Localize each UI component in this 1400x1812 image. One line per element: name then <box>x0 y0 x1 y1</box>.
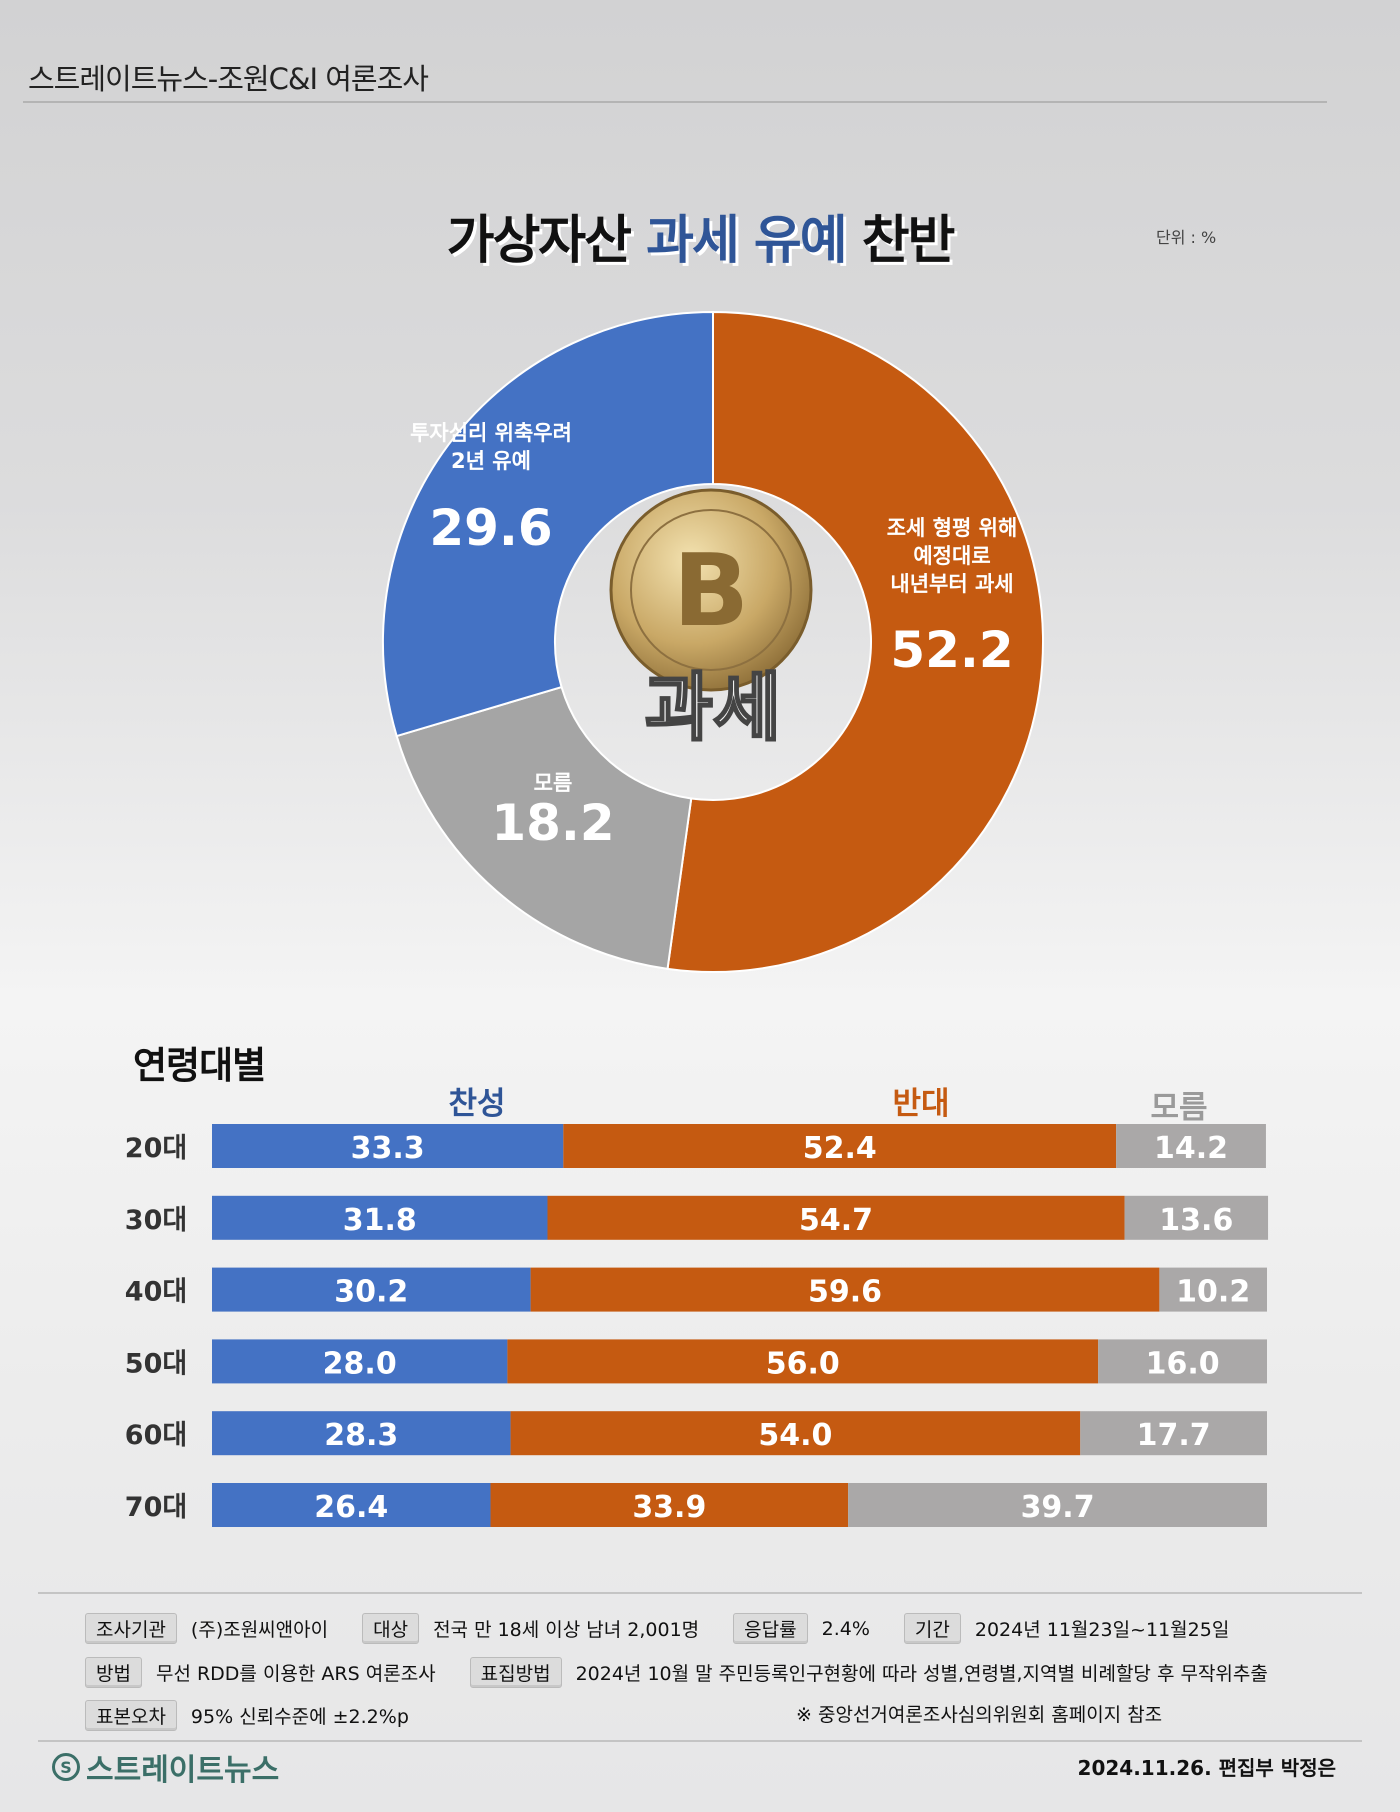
legend-oppose: 반대 <box>892 1086 950 1122</box>
legend-unknown: 모름 <box>1150 1090 1208 1126</box>
bar-value-label: 54.0 <box>758 1418 832 1453</box>
bar-segment <box>1098 1339 1267 1384</box>
footer-divider-top <box>38 1592 1362 1594</box>
bar-segment <box>1116 1124 1266 1168</box>
bar-value-label: 17.7 <box>1137 1418 1211 1453</box>
slice-label: 조세 형평 위해 <box>887 516 1018 540</box>
info-value: 95% 신뢰수준에 ±2.2%p <box>190 1706 409 1728</box>
bar-value-label: 52.4 <box>803 1131 877 1166</box>
header-divider <box>23 101 1327 103</box>
bar-value-label: 14.2 <box>1154 1131 1228 1166</box>
bar-value-label: 10.2 <box>1176 1275 1250 1310</box>
info-tag: 방법 <box>85 1657 142 1688</box>
bar-segment <box>212 1267 531 1312</box>
survey-info-row: 조사기관 (주)조원씨앤아이 대상 전국 만 18세 이상 남녀 2,001명 응답률 2… <box>85 1613 1263 1644</box>
title-part1: 가상자산 <box>446 211 632 271</box>
footer-note: ※ 중앙선거여론조사심의위원회 홈페이지 참조 <box>796 1704 1163 1726</box>
bar-value-label: 28.0 <box>323 1346 397 1381</box>
slice-label: 예정대로 <box>913 544 990 568</box>
legend-support: 찬성 <box>448 1086 506 1122</box>
age-label: 70대 <box>125 1492 187 1523</box>
donut-slice <box>382 310 714 738</box>
slice-value: 29.6 <box>429 499 552 557</box>
bar-value-label: 13.6 <box>1159 1203 1233 1238</box>
age-chart-title: 연령대별 <box>133 1044 266 1087</box>
slice-label: 모름 <box>534 771 573 795</box>
logo: S 스트레이트뉴스 <box>52 1745 279 1789</box>
donut-slice <box>395 685 693 970</box>
bar-segment <box>490 1483 849 1527</box>
bar-segment <box>1124 1195 1269 1240</box>
bar-segment <box>212 1124 564 1168</box>
slice-label: 투자심리 위축우려 <box>410 421 572 445</box>
bar-value-label: 39.7 <box>1021 1490 1095 1525</box>
info-tag: 대상 <box>362 1613 420 1644</box>
slice-value: 18.2 <box>491 794 614 852</box>
bar-segment <box>212 1339 508 1384</box>
slice-value: 52.2 <box>890 621 1013 679</box>
center-tax-text: 과세 <box>645 665 781 751</box>
unit-label: 단위 : % <box>1156 228 1217 247</box>
info-value: 전국 만 18세 이상 남녀 2,001명 <box>433 1619 700 1641</box>
info-value: 2024년 10월 말 주민등록인구현황에 따라 성별,연령별,지역별 비례할당… <box>575 1663 1268 1685</box>
age-label: 20대 <box>125 1133 187 1164</box>
age-label: 60대 <box>125 1420 187 1451</box>
bar-value-label: 31.8 <box>343 1203 417 1238</box>
age-label: 50대 <box>125 1348 187 1379</box>
info-tag: 조사기관 <box>85 1613 177 1644</box>
bar-segment <box>212 1411 511 1456</box>
age-label: 40대 <box>125 1277 187 1308</box>
donut-slice <box>666 310 1044 973</box>
bar-value-label: 16.0 <box>1146 1346 1220 1381</box>
info-value: 2.4% <box>821 1617 870 1640</box>
bar-segment <box>507 1339 1099 1384</box>
info-value: (주)조원씨앤아이 <box>190 1619 329 1641</box>
bar-value-label: 26.4 <box>314 1490 388 1525</box>
info-tag: 응답률 <box>733 1613 808 1644</box>
bar-value-label: 54.7 <box>799 1203 873 1238</box>
info-tag: 기간 <box>903 1613 961 1644</box>
bar-segment <box>848 1483 1267 1527</box>
bar-segment <box>1080 1411 1267 1456</box>
bar-segment <box>547 1195 1125 1240</box>
bar-segment <box>212 1195 548 1240</box>
info-value: 무선 RDD를 이용한 ARS 여론조사 <box>155 1663 436 1685</box>
bar-segment <box>1159 1267 1267 1312</box>
svg-text:B: B <box>673 532 749 649</box>
age-label: 30대 <box>125 1205 187 1236</box>
chart-title: 가상자산 과세 유예 찬반 <box>0 198 1400 273</box>
age-stacked-bar-chart: 20대 33.3 52.4 14.2 30대 31.8 54.7 13.6 40대 30.2 59.… <box>125 1124 1269 1527</box>
bar-segment <box>530 1267 1160 1312</box>
survey-info-row: 방법 무선 RDD를 이용한 ARS 여론조사 표집방법 2024년 10월 말 주민… <box>85 1657 1302 1688</box>
title-part2: 찬반 <box>861 211 956 271</box>
bar-segment <box>212 1483 491 1527</box>
bar-value-label: 28.3 <box>324 1418 398 1453</box>
slice-label: 내년부터 과세 <box>890 572 1013 596</box>
bar-value-label: 33.9 <box>632 1490 706 1525</box>
logo-text: 스트레이트뉴스 <box>86 1753 280 1788</box>
bar-value-label: 30.2 <box>334 1275 408 1310</box>
date-author: 2024.11.26. 편집부 박정은 <box>1077 1756 1336 1780</box>
source-header: 스트레이트뉴스-조원C&I 여론조사 <box>28 62 429 96</box>
survey-info-row: 표본오차 95% 신뢰수준에 ±2.2%p <box>85 1700 443 1731</box>
title-highlight: 과세 유예 <box>646 211 847 271</box>
info-tag: 표본오차 <box>85 1700 177 1731</box>
info-tag: 표집방법 <box>469 1657 562 1688</box>
bar-value-label: 59.6 <box>808 1275 882 1310</box>
logo-icon: S <box>52 1753 80 1781</box>
bar-value-label: 33.3 <box>351 1131 425 1166</box>
bar-segment <box>510 1411 1081 1456</box>
slice-label: 2년 유예 <box>451 449 531 473</box>
bitcoin-coin-icon: B <box>609 488 813 692</box>
bar-value-label: 56.0 <box>766 1346 840 1381</box>
info-value: 2024년 11월23일~11월25일 <box>974 1619 1230 1641</box>
bar-segment <box>563 1124 1117 1168</box>
footer-divider-bottom <box>38 1740 1362 1742</box>
